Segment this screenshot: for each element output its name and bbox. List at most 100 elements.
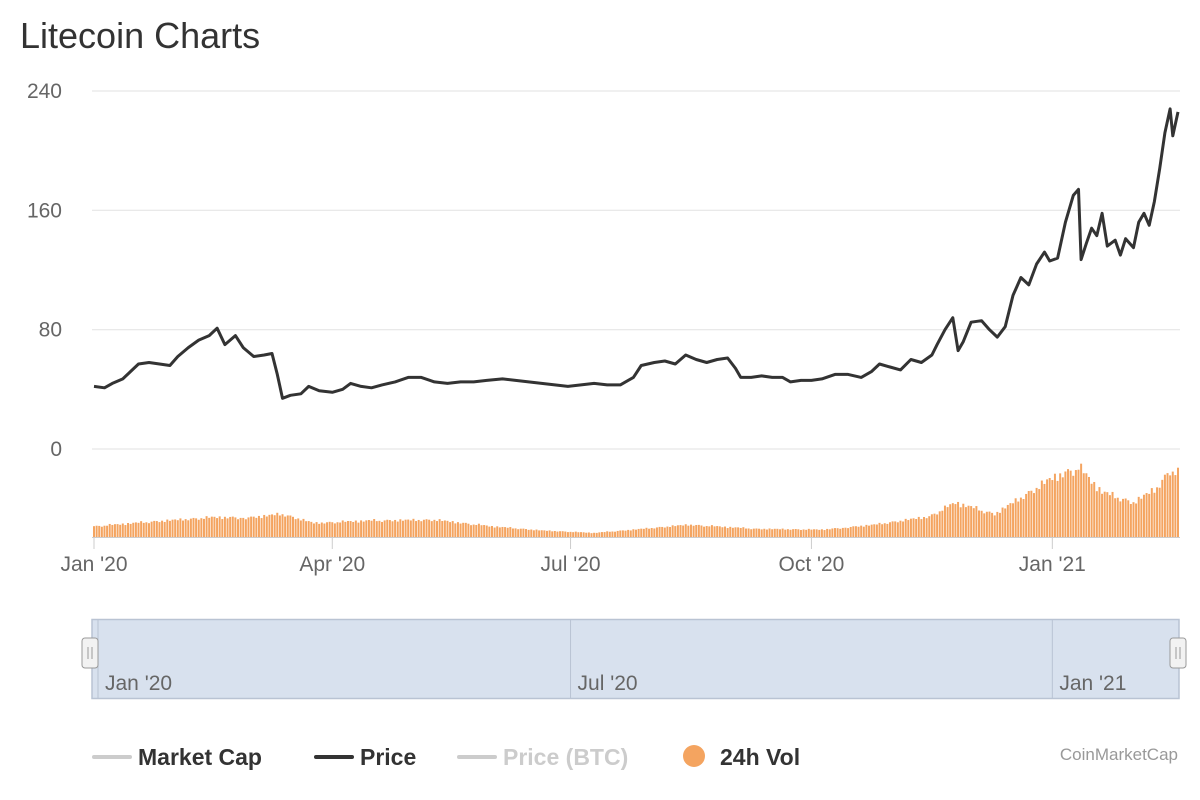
credits-link[interactable]: CoinMarketCap	[1060, 745, 1178, 764]
volume-bar	[616, 530, 619, 537]
volume-bar	[124, 525, 127, 537]
volume-bar	[1012, 503, 1015, 537]
volume-bar	[394, 519, 397, 537]
volume-bar	[1001, 507, 1004, 537]
navigator-tick-label: Jan '20	[105, 672, 172, 695]
volume-bar	[553, 530, 556, 537]
volume-bar	[1106, 492, 1109, 537]
legend-item-price[interactable]: Price	[314, 744, 416, 770]
volume-bar	[200, 518, 203, 537]
volume-bar	[865, 524, 868, 537]
volume-bar	[1148, 493, 1151, 537]
volume-bar	[161, 520, 164, 537]
volume-bar	[676, 525, 679, 537]
volume-bar	[978, 510, 980, 537]
volume-bar	[870, 524, 873, 537]
volume-bar	[894, 521, 897, 537]
volume-bar	[967, 505, 970, 537]
volume-bar	[305, 521, 308, 537]
volume-bar	[360, 520, 363, 537]
volume-bar	[878, 522, 881, 537]
volume-bar	[729, 526, 732, 537]
volume-bar	[1153, 492, 1156, 537]
volume-bar	[957, 501, 960, 537]
volume-bar	[449, 522, 452, 537]
volume-bar	[755, 528, 758, 537]
volume-bar	[430, 521, 433, 537]
volume-bar	[404, 519, 407, 537]
navigator-handle-left[interactable]	[81, 637, 99, 669]
volume-bar	[585, 532, 588, 537]
volume-bar	[441, 520, 444, 537]
legend-item-market-cap[interactable]: Market Cap	[92, 744, 262, 770]
handle-body[interactable]	[1169, 637, 1187, 669]
volume-bar	[1087, 476, 1090, 537]
volume-bar	[689, 524, 692, 537]
volume-bar	[1059, 473, 1062, 537]
volume-bar	[823, 530, 826, 537]
volume-bar	[734, 527, 737, 537]
volume-bar	[763, 528, 766, 537]
volume-bar	[975, 506, 978, 537]
volume-bar	[650, 528, 653, 537]
volume-bar	[716, 526, 719, 537]
volume-bar	[378, 520, 381, 537]
volume-bar	[436, 521, 438, 537]
volume-bar	[328, 521, 331, 537]
legend-item-price-btc[interactable]: Price (BTC)	[457, 744, 628, 770]
volume-bar	[420, 521, 423, 537]
volume-bar	[635, 529, 637, 537]
volume-bar	[142, 522, 145, 537]
volume-bar	[234, 517, 237, 537]
volume-bar	[915, 519, 918, 537]
volume-bar	[1101, 493, 1104, 537]
volume-bar	[873, 524, 876, 537]
volume-bar	[1009, 503, 1012, 537]
x-tick-label: Jan '20	[60, 553, 127, 576]
volume-bar	[593, 532, 596, 537]
volume-bar	[422, 519, 425, 537]
volume-bar	[357, 522, 360, 537]
y-grid	[92, 90, 1180, 450]
volume-bar	[346, 520, 349, 537]
handle-body[interactable]	[81, 637, 99, 669]
volume-bar	[1080, 463, 1083, 537]
volume-bar	[391, 521, 394, 537]
volume-bar	[1064, 471, 1067, 537]
volume-bar	[297, 518, 300, 537]
volume-bar	[949, 504, 952, 537]
volume-bar	[1061, 477, 1064, 537]
volume-bar	[750, 529, 753, 537]
volume-bar	[606, 531, 609, 537]
volume-bar	[132, 522, 135, 537]
volume-bar	[116, 524, 119, 537]
volume-bar	[637, 528, 640, 537]
volume-bar	[608, 531, 611, 537]
legend-item-24h-vol[interactable]: 24h Vol	[683, 744, 800, 770]
volume-bar	[517, 529, 520, 537]
volume-bar	[294, 519, 297, 537]
volume-bar	[899, 520, 902, 537]
volume-bar	[344, 521, 347, 537]
volume-bar	[938, 511, 941, 537]
volume-bar	[655, 527, 658, 537]
volume-bar	[718, 526, 721, 537]
volume-bar	[302, 518, 305, 537]
volume-bar	[1145, 493, 1148, 537]
volume-bar	[171, 519, 174, 537]
range-navigator[interactable]: Jan '20 Jul '20 Jan '21	[81, 618, 1187, 700]
volume-bar	[150, 521, 153, 537]
volume-bar	[988, 511, 991, 537]
volume-bar	[820, 529, 823, 537]
volume-bar	[525, 529, 528, 537]
volume-bar	[802, 529, 805, 537]
navigator-handle-right[interactable]	[1169, 637, 1187, 669]
volume-bar	[477, 523, 480, 537]
volume-bar	[237, 519, 240, 537]
volume-bar	[799, 529, 802, 537]
volume-bar	[792, 529, 795, 537]
volume-bar	[401, 520, 404, 537]
volume-bar	[909, 518, 912, 537]
volume-bar	[695, 524, 698, 537]
volume-bar	[1140, 498, 1143, 537]
